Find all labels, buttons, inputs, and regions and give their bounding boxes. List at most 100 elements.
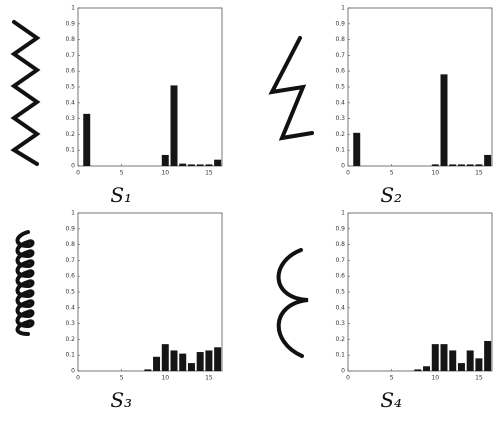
y-tick-label: 0.9	[335, 20, 345, 27]
x-tick-label: 15	[205, 170, 213, 177]
y-tick-label: 0.2	[65, 131, 75, 138]
x-tick-label: 15	[205, 375, 213, 382]
shape-loops	[15, 230, 35, 336]
bar	[161, 344, 169, 371]
bar	[83, 113, 91, 166]
shape-zigzag	[10, 20, 41, 166]
y-tick-label: 0.9	[65, 20, 75, 27]
bar	[179, 163, 187, 166]
panel-label: S₃	[110, 388, 132, 412]
x-tick-label: 5	[120, 170, 124, 177]
x-tick-label: 0	[76, 375, 80, 382]
bar	[431, 164, 439, 166]
x-tick-label: 5	[390, 170, 394, 177]
x-tick-label: 5	[390, 375, 394, 382]
y-tick-label: 0.3	[65, 320, 75, 327]
panel-label: S₄	[380, 388, 402, 412]
bar	[484, 340, 492, 371]
bar	[161, 154, 169, 166]
bar	[187, 164, 195, 166]
bar	[170, 350, 178, 371]
bar	[187, 363, 195, 371]
y-tick-label: 0.3	[335, 115, 345, 122]
x-tick-label: 0	[346, 170, 350, 177]
bar	[457, 363, 465, 371]
bar	[431, 344, 439, 371]
y-tick-label: 0.9	[335, 225, 345, 232]
x-tick-label: 5	[120, 375, 124, 382]
y-tick-label: 0.5	[65, 84, 75, 91]
y-tick-label: 0.4	[335, 304, 345, 311]
axes-frame	[347, 212, 493, 372]
bar	[196, 164, 204, 166]
bar	[170, 85, 178, 166]
y-tick-label: 0.6	[65, 273, 75, 280]
y-tick-label: 0.9	[65, 225, 75, 232]
y-tick-label: 0	[341, 163, 345, 170]
y-tick-label: 0.1	[65, 352, 75, 359]
y-tick-label: 0.7	[335, 52, 345, 59]
panel-label: S₁	[110, 183, 132, 207]
y-tick-label: 0.1	[335, 147, 345, 154]
bar	[440, 74, 448, 166]
x-tick-label: 15	[475, 375, 483, 382]
y-tick-label: 1	[71, 210, 75, 217]
y-tick-label: 0.3	[65, 115, 75, 122]
bar	[449, 164, 457, 166]
x-tick-label: 10	[431, 375, 439, 382]
y-tick-label: 1	[341, 210, 345, 217]
axes-frame	[77, 212, 223, 372]
axes-frame	[347, 7, 493, 167]
x-tick-label: 10	[161, 375, 169, 382]
x-tick-label: 10	[431, 170, 439, 177]
y-tick-label: 0.8	[335, 36, 345, 43]
y-tick-label: 0.7	[65, 257, 75, 264]
y-tick-label: 0	[71, 368, 75, 375]
bar	[414, 369, 422, 371]
bar	[466, 350, 474, 371]
y-tick-label: 0.8	[65, 36, 75, 43]
bar	[475, 164, 483, 166]
bar	[144, 369, 152, 371]
panel-label: S₂	[380, 183, 402, 207]
y-tick-label: 0.3	[335, 320, 345, 327]
bar	[484, 154, 492, 166]
bar	[205, 350, 213, 371]
x-tick-label: 0	[346, 375, 350, 382]
bar	[440, 344, 448, 371]
y-tick-label: 0.4	[65, 304, 75, 311]
y-tick-label: 1	[341, 5, 345, 12]
bar	[214, 347, 222, 371]
bar	[449, 350, 457, 371]
y-tick-label: 0.5	[335, 289, 345, 296]
y-tick-label: 0.1	[65, 147, 75, 154]
y-tick-label: 0.8	[335, 241, 345, 248]
bar	[153, 356, 161, 371]
y-tick-label: 0.8	[65, 241, 75, 248]
x-tick-label: 15	[475, 170, 483, 177]
y-tick-label: 0.6	[335, 273, 345, 280]
bar	[214, 159, 222, 166]
axes-frame	[77, 7, 223, 167]
shape-lightning	[268, 36, 314, 141]
y-tick-label: 0.1	[335, 352, 345, 359]
bar	[205, 164, 213, 166]
y-tick-label: 0.4	[65, 99, 75, 106]
shape-brace	[276, 248, 309, 358]
y-tick-label: 0.5	[335, 84, 345, 91]
y-tick-label: 0	[71, 163, 75, 170]
bar	[466, 164, 474, 166]
bar	[196, 352, 204, 371]
bar	[457, 164, 465, 166]
y-tick-label: 0.6	[65, 68, 75, 75]
y-tick-label: 0.2	[65, 336, 75, 343]
bar	[423, 366, 431, 371]
y-tick-label: 0.6	[335, 68, 345, 75]
bar	[475, 358, 483, 371]
y-tick-label: 1	[71, 5, 75, 12]
y-tick-label: 0.2	[335, 336, 345, 343]
x-tick-label: 10	[161, 170, 169, 177]
bar	[179, 353, 187, 371]
y-tick-label: 0	[341, 368, 345, 375]
